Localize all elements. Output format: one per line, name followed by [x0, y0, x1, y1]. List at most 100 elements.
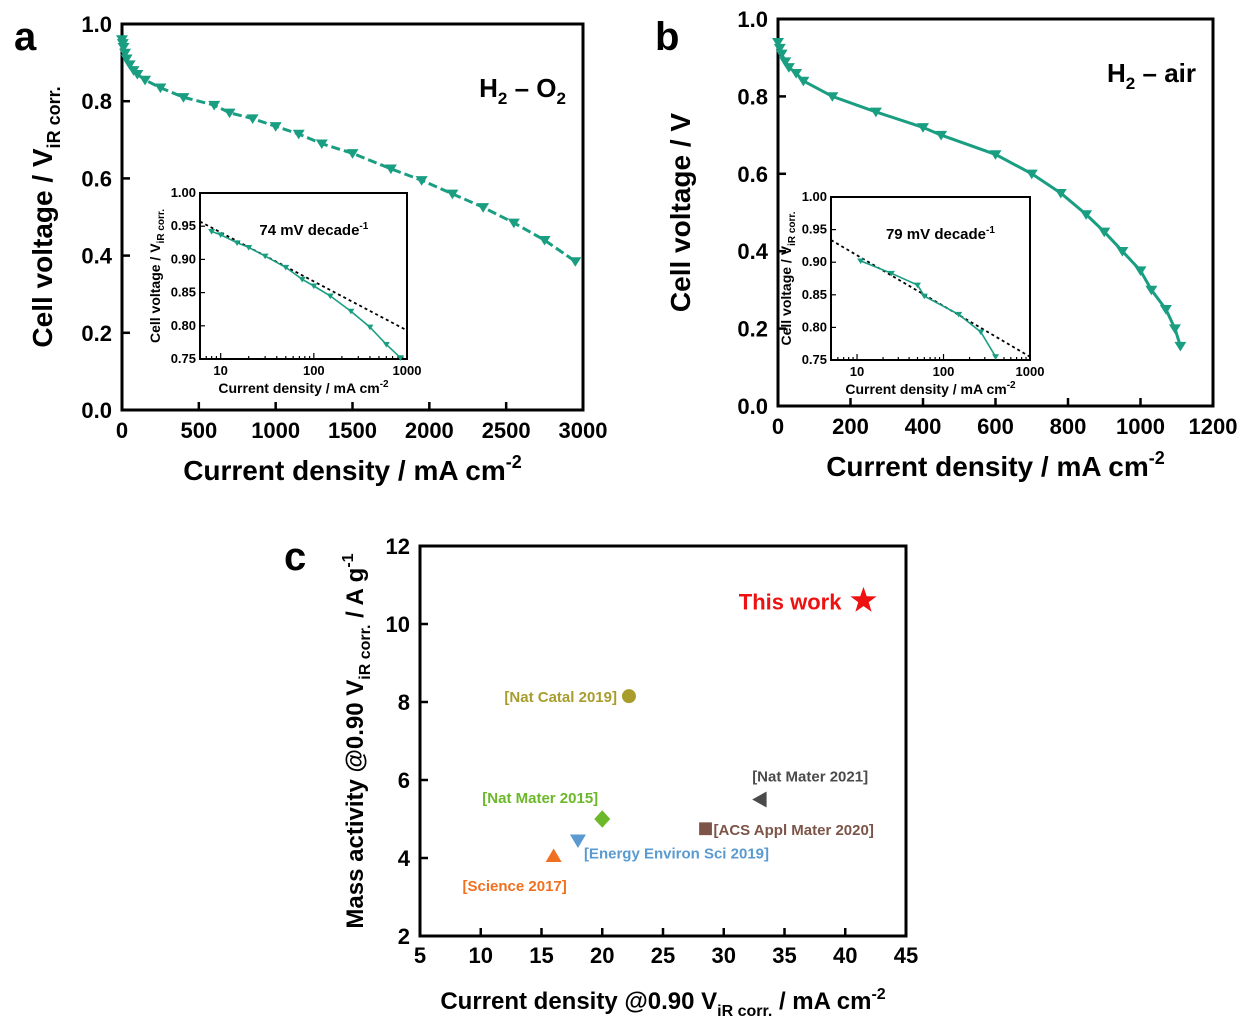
inset-x-tick-label: 1000	[393, 363, 422, 378]
marker-triangle-left	[752, 791, 767, 808]
inset-data-marker	[217, 232, 225, 238]
data-point-marker	[123, 60, 136, 70]
data-point-marker	[538, 235, 551, 246]
data-point-marker	[139, 75, 152, 86]
marker-triangle-down	[569, 834, 586, 849]
condition-gas-1-sub: 2	[498, 89, 507, 108]
inset-data-marker	[282, 264, 290, 271]
data-point-marker	[790, 68, 803, 79]
x-tick-label: 3000	[559, 418, 608, 443]
inset-x-axis-label-text: Current density / mA cm	[218, 380, 379, 396]
data-point-marker	[208, 100, 221, 111]
x-tick-label: 25	[651, 943, 675, 968]
inset-y-axis-label-text: Cell voltage / V	[147, 243, 163, 343]
y-tick-label: 0.8	[81, 89, 112, 114]
x-tick-label: 800	[1050, 414, 1087, 439]
inset-y-tick-label: 0.80	[171, 318, 196, 333]
data-point-marker	[797, 76, 810, 87]
inset-y-tick-label: 1.00	[171, 185, 196, 200]
x-tick-label: 0	[772, 414, 784, 439]
inset-x-axis-label: Current density / mA cm-2	[845, 380, 1016, 397]
data-point-marker	[223, 108, 236, 119]
y-tick-label: 0.4	[737, 239, 768, 264]
y-tick-label: 4	[398, 846, 411, 871]
x-tick-label: 1000	[251, 418, 300, 443]
condition-gas-2: air	[1164, 58, 1196, 88]
x-tick-label: 10	[469, 943, 493, 968]
data-point-marker	[346, 149, 359, 159]
data-point-marker	[120, 54, 133, 65]
x-tick-label: 15	[529, 943, 553, 968]
panel-c: 5 10 15 20 25 30 35 40 45 2 4 6 8 10 12 Current density…	[340, 534, 918, 1017]
x-axis-label-sup: -2	[871, 986, 885, 1003]
y-axis-label-text: Cell voltage / V	[665, 113, 696, 312]
marker-diamond	[594, 810, 611, 828]
data-point-marker	[935, 130, 948, 141]
y-axis-label: Cell voltage / V	[665, 113, 696, 312]
inset-y-tick-label: 0.95	[802, 222, 827, 237]
tafel-slope-text: 74 mV decade	[259, 222, 359, 239]
data-point-marker	[246, 114, 259, 124]
y-axis-label: Mass activity @0.90 ViR corr. / A g-1	[340, 553, 374, 928]
inset-data-marker	[298, 276, 306, 283]
inset-y-tick-label: 0.90	[171, 251, 196, 266]
data-point-marker	[569, 257, 582, 267]
data-point-marker	[1098, 227, 1111, 238]
inset-data-marker	[977, 329, 985, 336]
data-point-marker	[117, 42, 130, 53]
x-tick-label: 200	[832, 414, 869, 439]
condition-label: H2 – O2	[479, 73, 566, 108]
x-tick-label: 35	[772, 943, 796, 968]
data-point-marker	[1116, 247, 1129, 257]
data-point-marker	[119, 48, 132, 59]
inset-y-tick-label: 0.85	[171, 285, 196, 300]
y-tick-label: 0.6	[737, 162, 768, 187]
x-tick-label: 500	[180, 418, 217, 443]
panel-b: 0 200 400 600 800 1000 1200 0.0 0.2 0.4 0.6 0.8 1.0 C…	[665, 7, 1237, 482]
inset-x-axis-label-sup: -2	[380, 379, 389, 390]
x-axis-label-tail: / mA cm	[772, 988, 871, 1015]
y-axis-label-sup: -1	[340, 553, 357, 567]
marker-star	[850, 586, 877, 612]
data-point-marker	[1159, 305, 1172, 315]
inset-y-axis-label-sub: iR corr.	[787, 211, 798, 246]
inset-data-marker	[992, 354, 1000, 360]
x-tick-label: 0	[116, 418, 128, 443]
inset-y-axis-label-sub: iR corr.	[156, 209, 167, 244]
x-tick-label: 2500	[482, 418, 531, 443]
data-point-marker	[1080, 210, 1093, 220]
x-axis-label-text: Current density / mA cm	[183, 455, 506, 486]
y-tick-label: 6	[398, 768, 410, 793]
x-axis-label: Current density @0.90 ViR corr. / mA cm-…	[440, 986, 885, 1017]
inset-data-marker	[396, 355, 404, 361]
y-axis-label-sub: iR corr.	[357, 625, 374, 680]
inset-y-tick-label: 0.75	[171, 351, 196, 366]
x-axis-label-sup: -2	[506, 452, 522, 472]
inset-data-marker	[913, 282, 921, 289]
data-point-marker	[869, 107, 882, 118]
tafel-fit-line	[199, 220, 408, 332]
data-point-marker	[779, 57, 792, 67]
x-tick-label: 30	[712, 943, 736, 968]
condition-gas-2-sub: 2	[557, 89, 566, 108]
x-tick-label: 600	[977, 414, 1014, 439]
inset-y-tick-label: 1.00	[802, 189, 827, 204]
x-axis-label: Current density / mA cm-2	[183, 452, 522, 486]
panel-letter-b: b	[655, 15, 679, 59]
x-tick-label: 45	[894, 943, 918, 968]
inset-y-tick-label: 0.95	[171, 218, 196, 233]
inset-y-tick-label: 0.75	[802, 352, 827, 367]
inset-y-tick-label: 0.85	[802, 287, 827, 302]
y-axis-label-text: Cell voltage / V	[27, 148, 58, 347]
data-point-marker	[415, 176, 428, 186]
inset-x-tick-label: 100	[303, 363, 325, 378]
marker-square	[699, 822, 712, 836]
inset-data-marker	[310, 283, 318, 290]
inset-x-axis-label-sup: -2	[1007, 380, 1016, 391]
data-point-marker	[269, 122, 282, 132]
inset-y-axis-label: Cell voltage / ViR corr.	[778, 211, 798, 345]
inset-x-tick-label: 10	[850, 364, 864, 379]
y-tick-label: 0.0	[81, 398, 112, 423]
x-tick-label: 1500	[328, 418, 377, 443]
